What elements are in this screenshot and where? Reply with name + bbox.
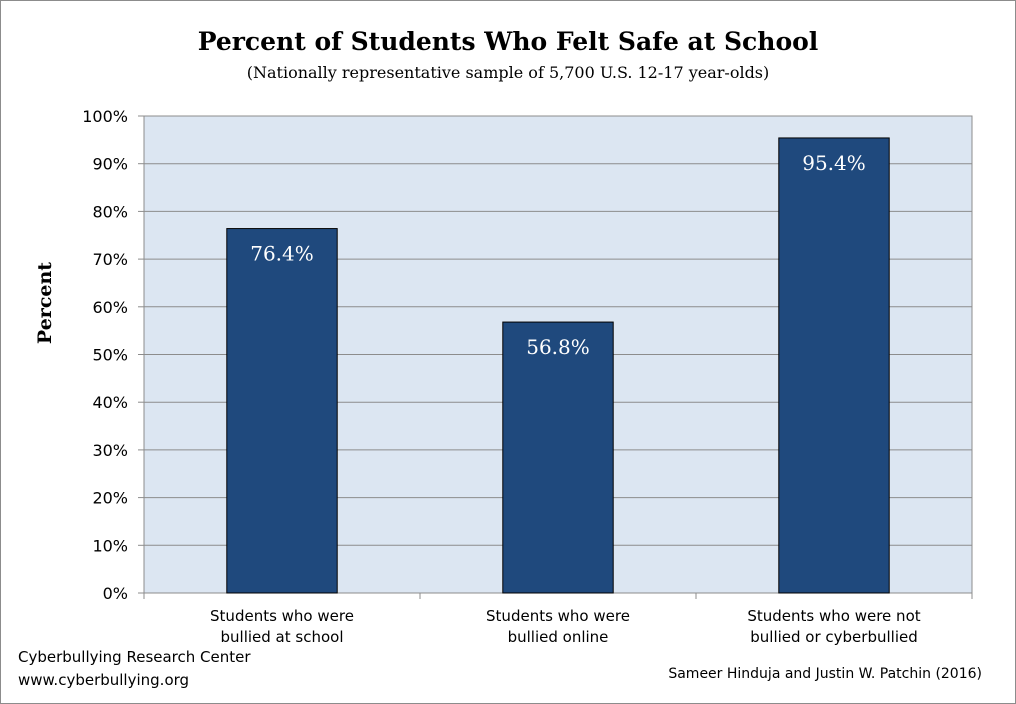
y-tick-label: 20%: [92, 489, 128, 508]
y-tick-label: 80%: [92, 202, 128, 221]
y-tick-label: 10%: [92, 536, 128, 555]
footer-url: www.cyberbullying.org: [18, 671, 190, 689]
y-tick-label: 40%: [92, 393, 128, 412]
category-label-line: Students who were: [210, 607, 354, 625]
category-label: Students who were not bullied or cyberbul…: [747, 607, 920, 646]
footer-org: Cyberbullying Research Center: [18, 648, 251, 666]
bar: [778, 137, 890, 594]
data-label: 95.4%: [802, 151, 866, 175]
y-tick-label: 50%: [92, 346, 128, 365]
data-labels: 76.4% 56.8% 95.4%: [250, 151, 866, 359]
category-label-line: Students who were: [486, 607, 630, 625]
category-label-line: bullied online: [508, 628, 609, 646]
chart-title: Percent of Students Who Felt Safe at Sch…: [197, 27, 819, 56]
y-tick-label: 0%: [103, 584, 128, 603]
bar: [226, 228, 338, 594]
y-tick-label: 100%: [82, 107, 128, 126]
y-tick-label: 90%: [92, 155, 128, 174]
y-axis-ticks: 0% 10% 20% 30% 40% 50% 60% 70% 80% 90% 100%: [82, 107, 973, 603]
y-tick-label: 30%: [92, 441, 128, 460]
category-label: Students who were bullied online: [486, 607, 630, 646]
data-label: 76.4%: [250, 242, 314, 266]
y-tick-label: 60%: [92, 298, 128, 317]
category-labels: Students who were bullied at schoolStuden…: [210, 607, 921, 646]
bar: [502, 321, 614, 594]
category-label: Students who were bullied at school: [210, 607, 354, 646]
data-label: 56.8%: [526, 335, 590, 359]
category-label-line: bullied at school: [221, 628, 344, 646]
bars: [226, 137, 890, 594]
y-tick-label: 70%: [92, 250, 128, 269]
category-label-line: Students who were not: [747, 607, 920, 625]
category-label-line: bullied or cyberbullied: [750, 628, 917, 646]
footer-credit: Sameer Hinduja and Justin W. Patchin (20…: [668, 666, 982, 682]
chart-subtitle: (Nationally representative sample of 5,7…: [246, 63, 770, 82]
